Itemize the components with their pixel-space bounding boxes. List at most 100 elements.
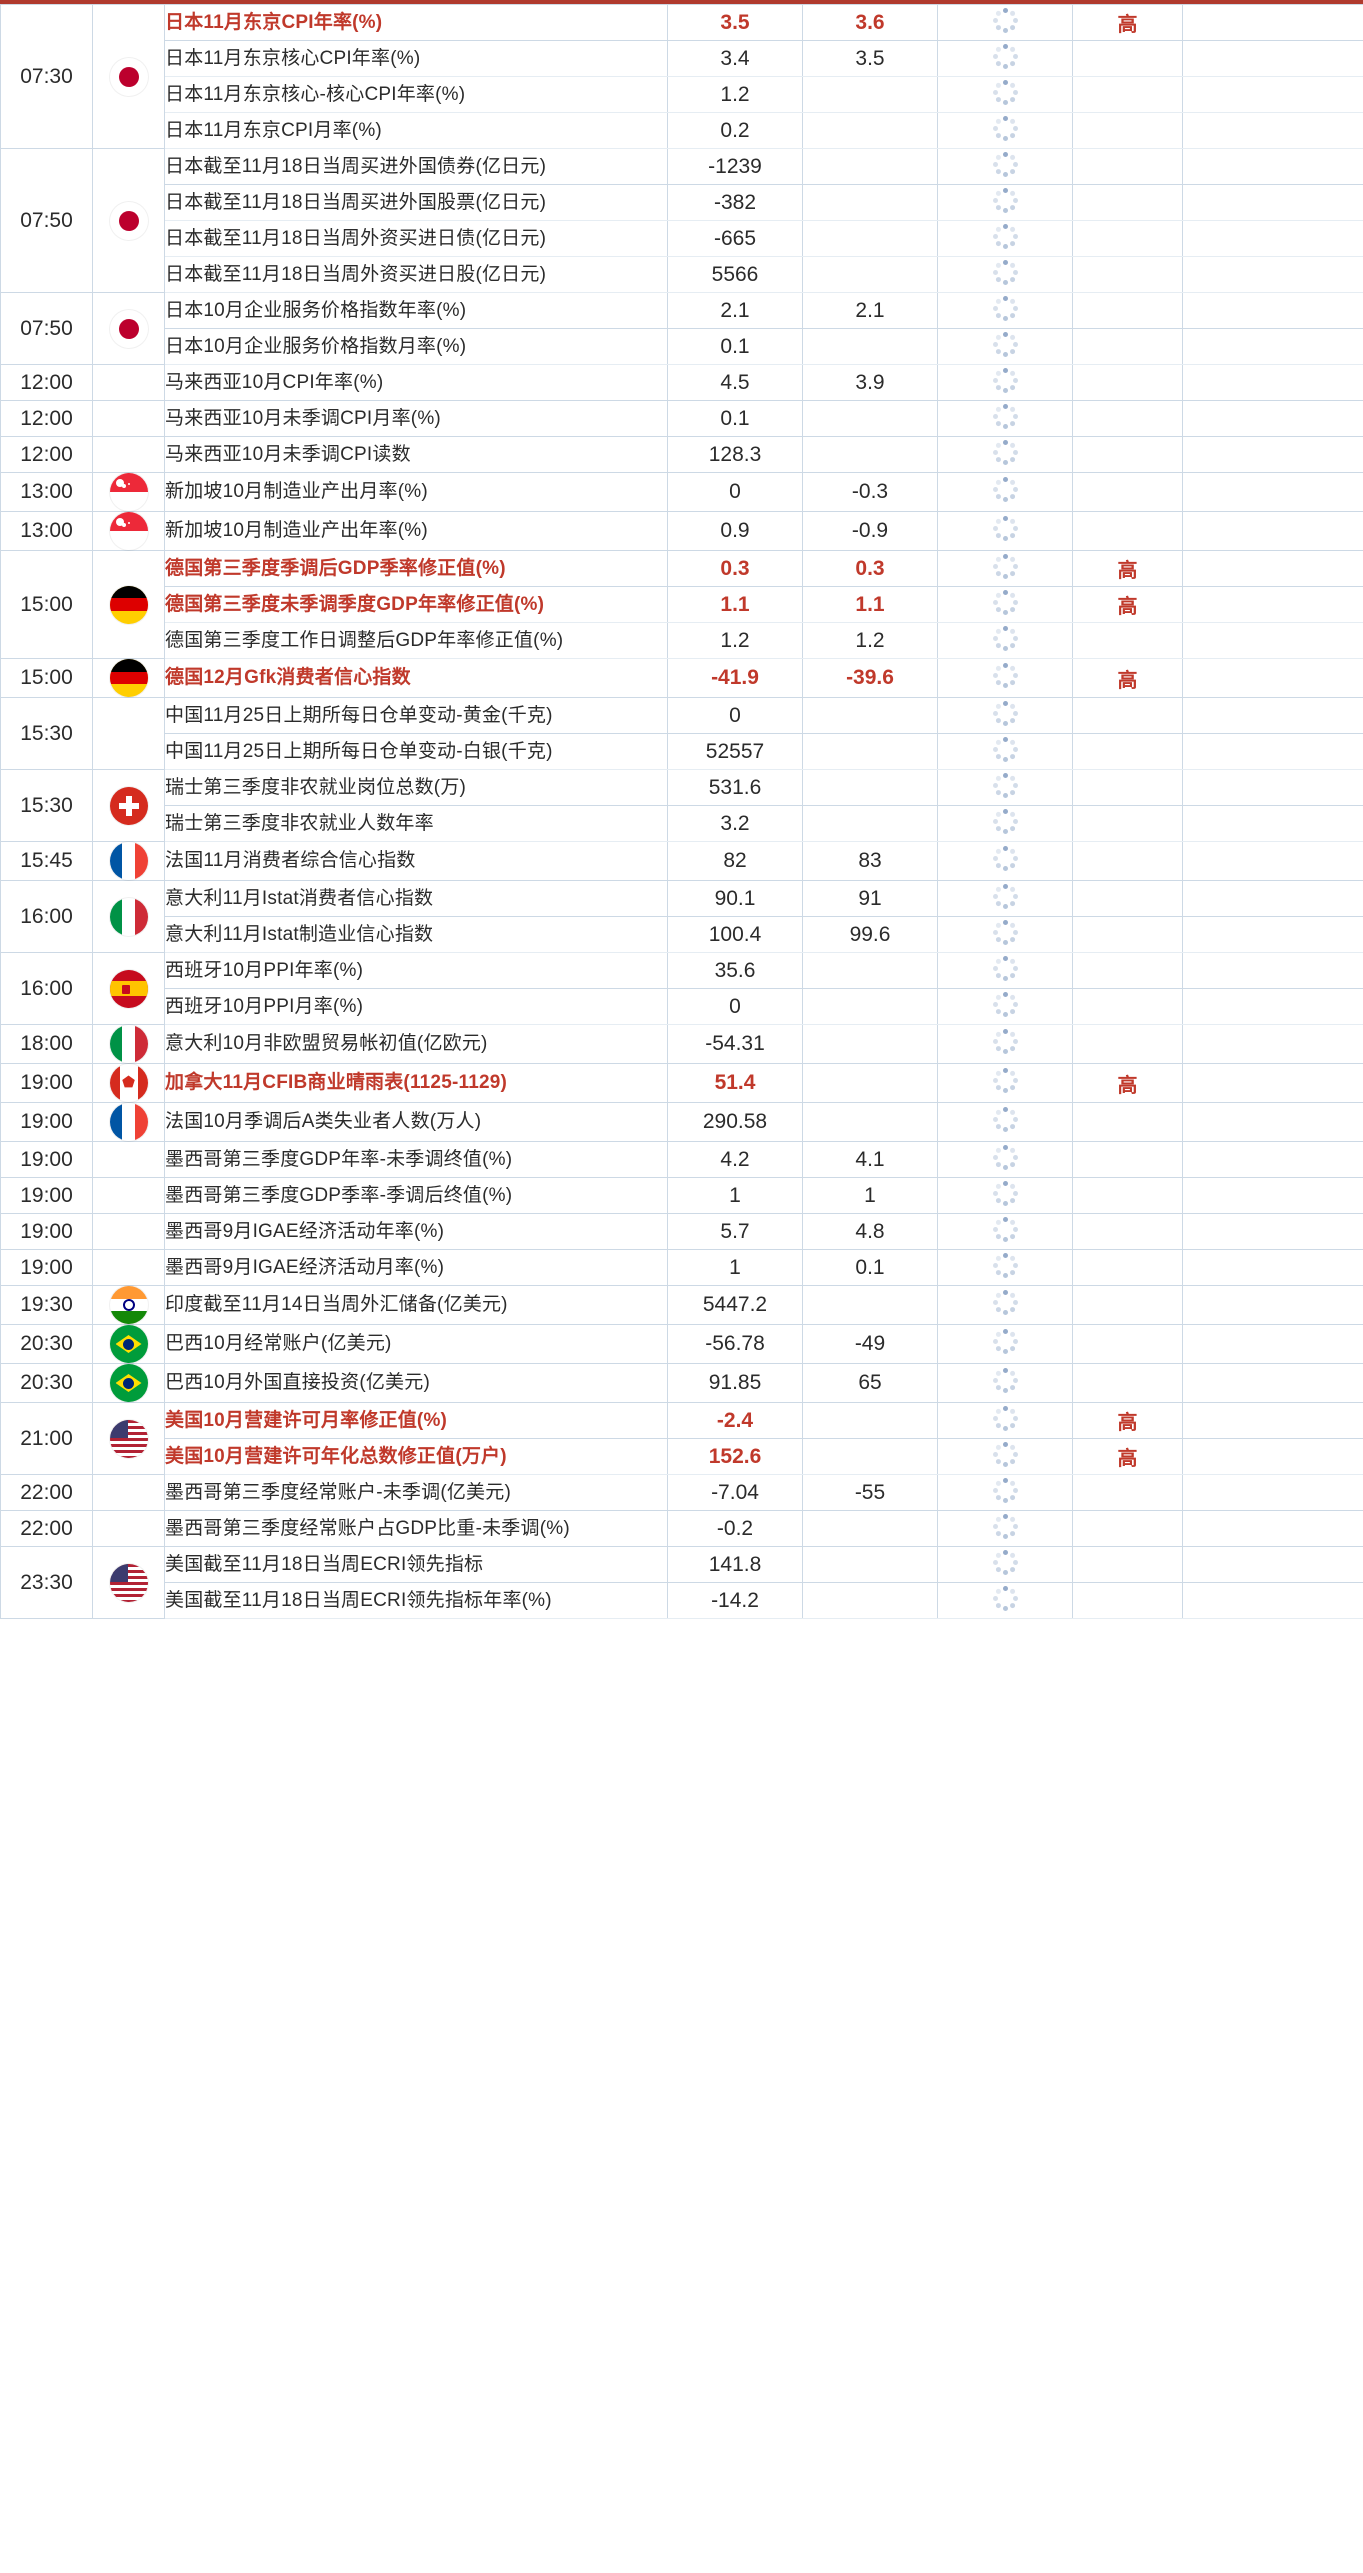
table-row[interactable]: 日本11月东京核心-核心CPI年率(%) 1.2 — [1, 76, 1363, 113]
actions-cell[interactable] — [1182, 328, 1363, 365]
table-row[interactable]: 美国10月营建许可年化总数修正值(万户) 152.6 高 — [1, 1438, 1363, 1475]
table-row[interactable]: 日本截至11月18日当周买进外国股票(亿日元) -382 — [1, 184, 1363, 221]
event-name[interactable]: 加拿大11月CFIB商业晴雨表(1125-1129) — [164, 1063, 668, 1103]
event-name[interactable]: 马来西亚10月CPI年率(%) — [164, 364, 668, 401]
event-name[interactable]: 墨西哥9月IGAE经济活动年率(%) — [164, 1213, 668, 1250]
event-name[interactable]: 德国第三季度未季调季度GDP年率修正值(%) — [164, 586, 668, 623]
event-name[interactable]: 意大利10月非欧盟贸易帐初值(亿欧元) — [164, 1024, 668, 1064]
event-name[interactable]: 马来西亚10月未季调CPI读数 — [164, 436, 668, 473]
table-row[interactable]: 07:50 日本截至11月18日当周买进外国债券(亿日元) -1239 — [0, 148, 1363, 293]
table-row[interactable]: 15:00 德国第三季度季调后GDP季率修正值(%) 0.3 0.3 高 — [0, 550, 1363, 659]
actions-cell[interactable] — [1182, 1024, 1363, 1064]
event-name[interactable]: 墨西哥第三季度经常账户占GDP比重-未季调(%) — [164, 1510, 668, 1547]
event-name[interactable]: 美国截至11月18日当周ECRI领先指标年率(%) — [164, 1582, 668, 1619]
event-name[interactable]: 日本11月东京核心-核心CPI年率(%) — [164, 76, 668, 113]
event-name[interactable]: 美国截至11月18日当周ECRI领先指标 — [164, 1546, 668, 1583]
actions-cell[interactable] — [1182, 184, 1363, 221]
actions-cell[interactable] — [1182, 1063, 1363, 1103]
event-name[interactable]: 日本截至11月18日当周外资买进日债(亿日元) — [164, 220, 668, 257]
event-name[interactable]: 德国第三季度工作日调整后GDP年率修正值(%) — [164, 622, 668, 659]
actions-cell[interactable] — [1182, 256, 1363, 293]
table-row[interactable]: 20:30 巴西10月外国直接投资(亿美元) 91.85 65 — [0, 1363, 1363, 1403]
event-name[interactable]: 瑞士第三季度非农就业人数年率 — [164, 805, 668, 842]
actions-cell[interactable] — [1182, 4, 1363, 41]
actions-cell[interactable] — [1182, 1510, 1363, 1547]
event-name[interactable]: 日本10月企业服务价格指数月率(%) — [164, 328, 668, 365]
event-name[interactable]: 意大利11月Istat消费者信心指数 — [164, 880, 668, 917]
event-name[interactable]: 新加坡10月制造业产出月率(%) — [164, 472, 668, 512]
table-row[interactable]: 23:30 美国截至11月18日当周ECRI领先指标 141.8 — [0, 1546, 1363, 1619]
event-name[interactable]: 美国10月营建许可月率修正值(%) — [164, 1402, 668, 1439]
table-row[interactable]: 13:00 新加坡10月制造业产出月率(%) 0 -0.3 — [0, 472, 1363, 512]
event-name[interactable]: 日本11月东京核心CPI年率(%) — [164, 40, 668, 77]
table-row[interactable]: 中国11月25日上期所每日仓单变动-白银(千克) 52557 — [1, 733, 1363, 770]
event-name[interactable]: 德国12月Gfk消费者信心指数 — [164, 658, 668, 698]
event-name[interactable]: 美国10月营建许可年化总数修正值(万户) — [164, 1438, 668, 1475]
table-row[interactable]: 19:00 墨西哥第三季度GDP季率-季调后终值(%) 1 1 — [0, 1177, 1363, 1214]
actions-cell[interactable] — [1182, 292, 1363, 329]
actions-cell[interactable] — [1182, 1177, 1363, 1214]
table-row[interactable]: 19:00 法国10月季调后A类失业者人数(万人) 290.58 — [0, 1102, 1363, 1142]
event-name[interactable]: 西班牙10月PPI月率(%) — [164, 988, 668, 1025]
event-name[interactable]: 墨西哥第三季度GDP季率-季调后终值(%) — [164, 1177, 668, 1214]
table-row[interactable]: 日本截至11月18日当周外资买进日股(亿日元) 5566 — [1, 256, 1363, 293]
actions-cell[interactable] — [1182, 1363, 1363, 1403]
event-name[interactable]: 中国11月25日上期所每日仓单变动-白银(千克) — [164, 733, 668, 770]
actions-cell[interactable] — [1182, 769, 1363, 806]
event-name[interactable]: 印度截至11月14日当周外汇储备(亿美元) — [164, 1285, 668, 1325]
actions-cell[interactable] — [1182, 658, 1363, 698]
actions-cell[interactable] — [1182, 1213, 1363, 1250]
table-row[interactable]: 13:00 新加坡10月制造业产出年率(%) 0.9 -0.9 — [0, 511, 1363, 551]
actions-cell[interactable] — [1182, 697, 1363, 734]
table-row[interactable]: 16:00 意大利11月Istat消费者信心指数 90.1 91 — [0, 880, 1363, 953]
actions-cell[interactable] — [1182, 1438, 1363, 1475]
actions-cell[interactable] — [1182, 1285, 1363, 1325]
table-row[interactable]: 德国第三季度工作日调整后GDP年率修正值(%) 1.2 1.2 — [1, 622, 1363, 659]
event-name[interactable]: 马来西亚10月未季调CPI月率(%) — [164, 400, 668, 437]
table-row[interactable]: 18:00 意大利10月非欧盟贸易帐初值(亿欧元) -54.31 — [0, 1024, 1363, 1064]
event-name[interactable]: 法国11月消费者综合信心指数 — [164, 841, 668, 881]
table-row[interactable]: 20:30 巴西10月经常账户(亿美元) -56.78 -49 — [0, 1324, 1363, 1364]
table-row[interactable]: 22:00 墨西哥第三季度经常账户-未季调(亿美元) -7.04 -55 — [0, 1474, 1363, 1511]
table-row[interactable]: 12:00 马来西亚10月未季调CPI读数 128.3 — [0, 436, 1363, 473]
table-row[interactable]: 德国第三季度未季调季度GDP年率修正值(%) 1.1 1.1 高 — [1, 586, 1363, 623]
event-name[interactable]: 意大利11月Istat制造业信心指数 — [164, 916, 668, 953]
actions-cell[interactable] — [1182, 1546, 1363, 1583]
event-name[interactable]: 新加坡10月制造业产出年率(%) — [164, 511, 668, 551]
table-row[interactable]: 美国截至11月18日当周ECRI领先指标年率(%) -14.2 — [1, 1582, 1363, 1619]
actions-cell[interactable] — [1182, 1324, 1363, 1364]
event-name[interactable]: 日本10月企业服务价格指数年率(%) — [164, 292, 668, 329]
table-row[interactable]: 19:00 墨西哥9月IGAE经济活动月率(%) 1 0.1 — [0, 1249, 1363, 1286]
actions-cell[interactable] — [1182, 880, 1363, 917]
actions-cell[interactable] — [1182, 220, 1363, 257]
actions-cell[interactable] — [1182, 1141, 1363, 1178]
event-name[interactable]: 墨西哥9月IGAE经济活动月率(%) — [164, 1249, 668, 1286]
table-row[interactable]: 19:30 印度截至11月14日当周外汇储备(亿美元) 5447.2 — [0, 1285, 1363, 1325]
event-name[interactable]: 巴西10月经常账户(亿美元) — [164, 1324, 668, 1364]
table-row[interactable]: 19:00 墨西哥9月IGAE经济活动年率(%) 5.7 4.8 — [0, 1213, 1363, 1250]
actions-cell[interactable] — [1182, 841, 1363, 881]
actions-cell[interactable] — [1182, 40, 1363, 77]
actions-cell[interactable] — [1182, 436, 1363, 473]
actions-cell[interactable] — [1182, 511, 1363, 551]
event-name[interactable]: 法国10月季调后A类失业者人数(万人) — [164, 1102, 668, 1142]
actions-cell[interactable] — [1182, 148, 1363, 185]
event-name[interactable]: 墨西哥第三季度经常账户-未季调(亿美元) — [164, 1474, 668, 1511]
table-row[interactable]: 瑞士第三季度非农就业人数年率 3.2 — [1, 805, 1363, 842]
event-name[interactable]: 墨西哥第三季度GDP年率-未季调终值(%) — [164, 1141, 668, 1178]
table-row[interactable]: 12:00 马来西亚10月未季调CPI月率(%) 0.1 — [0, 400, 1363, 437]
table-row[interactable]: 19:00 加拿大11月CFIB商业晴雨表(1125-1129)51.4 高 — [0, 1063, 1363, 1103]
event-name[interactable]: 瑞士第三季度非农就业岗位总数(万) — [164, 769, 668, 806]
event-name[interactable]: 日本截至11月18日当周买进外国股票(亿日元) — [164, 184, 668, 221]
table-row[interactable]: 22:00 墨西哥第三季度经常账户占GDP比重-未季调(%) -0.2 — [0, 1510, 1363, 1547]
event-name[interactable]: 中国11月25日上期所每日仓单变动-黄金(千克) — [164, 697, 668, 734]
table-row[interactable]: 15:45 法国11月消费者综合信心指数 82 83 — [0, 841, 1363, 881]
actions-cell[interactable] — [1182, 550, 1363, 587]
actions-cell[interactable] — [1182, 805, 1363, 842]
actions-cell[interactable] — [1182, 400, 1363, 437]
event-name[interactable]: 德国第三季度季调后GDP季率修正值(%) — [164, 550, 668, 587]
table-row[interactable]: 日本11月东京核心CPI年率(%) 3.4 3.5 — [1, 40, 1363, 77]
actions-cell[interactable] — [1182, 1249, 1363, 1286]
table-row[interactable]: 16:00 西班牙10月PPI年率(%) 35.6 — [0, 952, 1363, 1025]
actions-cell[interactable] — [1182, 1582, 1363, 1619]
